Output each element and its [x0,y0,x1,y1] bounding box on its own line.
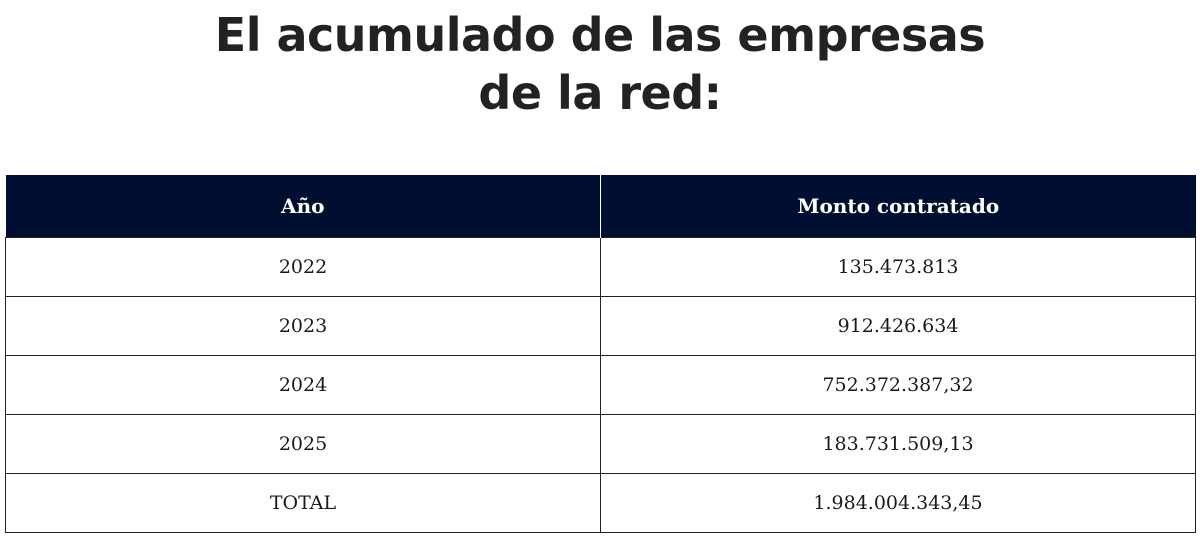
amounts-table: Año Monto contratado 2022 135.473.813 20… [5,175,1196,533]
year-cell: 2023 [5,296,601,356]
amount-cell: 912.426.634 [600,296,1196,356]
amount-cell: 135.473.813 [600,237,1196,297]
year-cell: 2025 [5,414,601,474]
table-row-total: TOTAL 1.984.004.343,45 [5,473,1196,533]
table-row: 2024 752.372.387,32 [5,355,1196,415]
table-body: 2022 135.473.813 2023 912.426.634 2024 7… [5,237,1196,533]
column-header-year: Año [5,175,601,238]
year-cell: 2024 [5,355,601,415]
year-cell: 2022 [5,237,601,297]
column-header-amount: Monto contratado [600,175,1196,238]
table-header-row: Año Monto contratado [5,175,1196,238]
total-label-cell: TOTAL [5,473,601,533]
page-title-line-2: de la red: [478,66,722,120]
amount-cell: 183.731.509,13 [600,414,1196,474]
page-title: El acumulado de las empresas de la red: [0,6,1200,122]
table-row: 2022 135.473.813 [5,237,1196,297]
table-header: Año Monto contratado [5,175,1196,238]
total-amount-cell: 1.984.004.343,45 [600,473,1196,533]
table-row: 2025 183.731.509,13 [5,414,1196,474]
page-title-line-1: El acumulado de las empresas [214,8,986,62]
table-row: 2023 912.426.634 [5,296,1196,356]
amount-cell: 752.372.387,32 [600,355,1196,415]
